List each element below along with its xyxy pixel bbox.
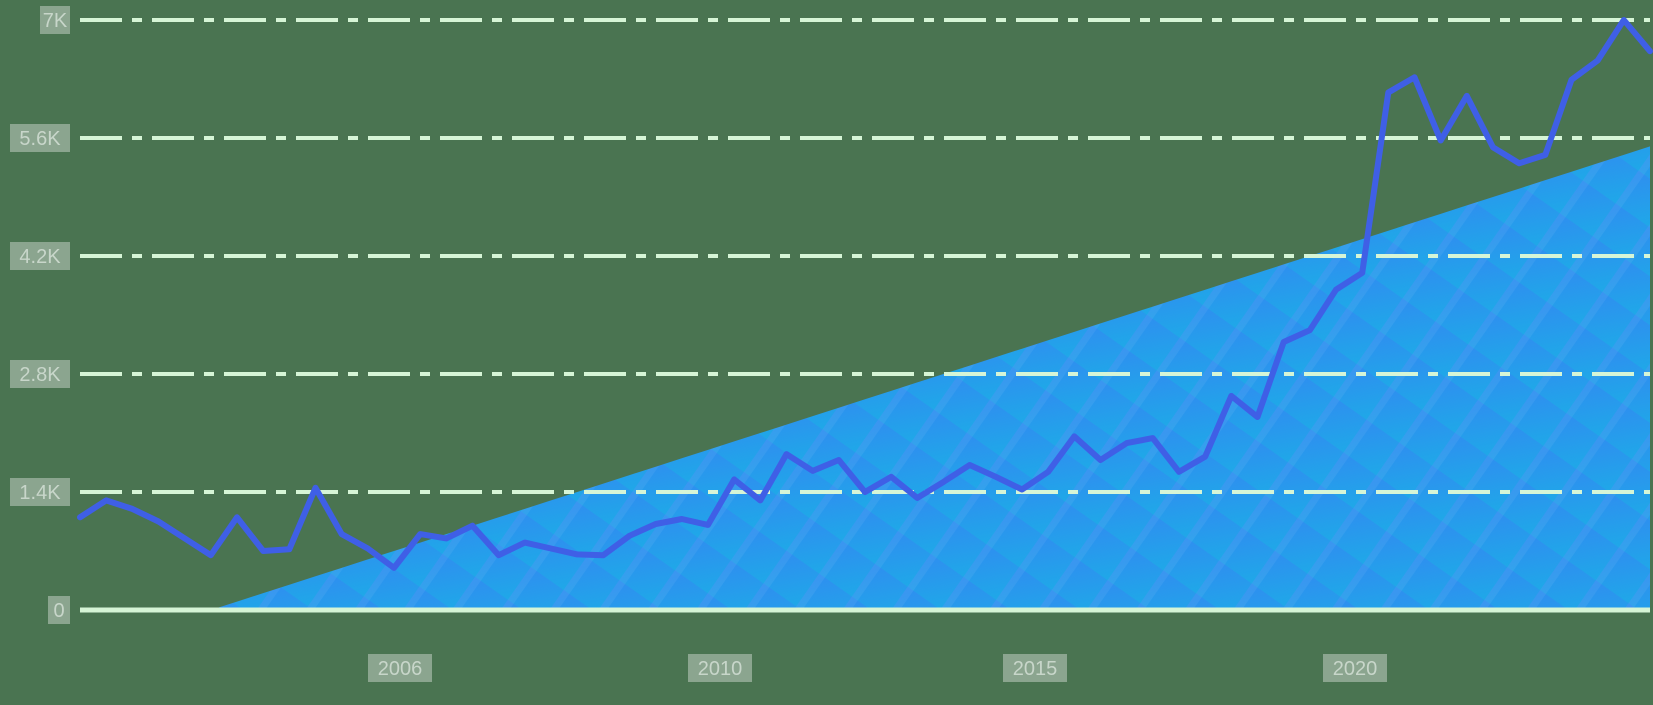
area-layer (80, 146, 1650, 610)
x-tick-label: 2015 (1013, 658, 1058, 680)
y-tick-label-bg (10, 242, 70, 270)
y-tick-label-bg (10, 360, 70, 388)
y-tick-label: 4.2K (19, 246, 61, 268)
y-tick-label-bg (48, 596, 70, 624)
x-axis-ticks: 2006 2010 2015 2020 (368, 654, 1387, 682)
y-tick-label-bg (10, 478, 70, 506)
x-tick-label-bg (688, 654, 752, 682)
x-tick-label-bg (368, 654, 432, 682)
x-tick-label-bg (1003, 654, 1067, 682)
y-tick-label: 1.4K (19, 482, 61, 504)
x-tick-label-bg (1323, 654, 1387, 682)
line-series (77, 17, 1653, 571)
y-axis-ticks: 0 1.4K 2.8K 4.2K 5.6K 7K (10, 6, 70, 624)
y-tick-label: 5.6K (19, 128, 61, 150)
y-tick-label: 2.8K (19, 364, 61, 386)
y-tick-label: 7K (43, 10, 68, 32)
y-tick-label-bg (40, 6, 70, 34)
y-tick-label-bg (10, 124, 70, 152)
area-series (80, 146, 1650, 610)
x-tick-label: 2020 (1333, 658, 1378, 680)
x-tick-label: 2010 (698, 658, 743, 680)
y-tick-label: 0 (53, 600, 64, 622)
grid-layer (80, 18, 1650, 613)
x-tick-label: 2006 (378, 658, 423, 680)
line-layer (77, 17, 1653, 571)
